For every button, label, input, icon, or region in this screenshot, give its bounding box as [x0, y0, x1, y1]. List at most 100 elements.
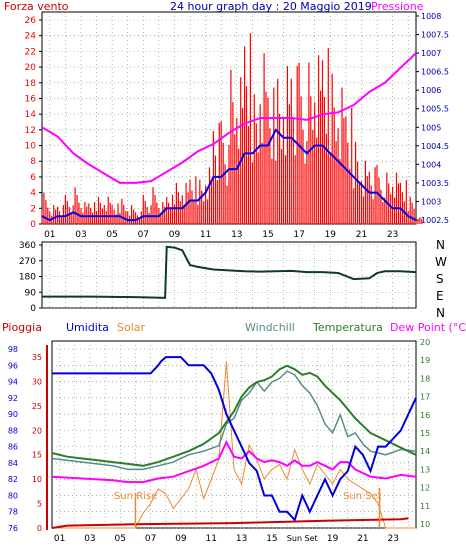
legend-rain: Pioggia — [2, 321, 42, 334]
humidity-y-tick-label: 98 — [8, 345, 18, 354]
humidity-y-tick-label: 88 — [8, 426, 18, 435]
temperature-y-tick-label: 16 — [420, 411, 430, 420]
humidity-y-tick-label: 82 — [8, 475, 18, 484]
direction-y-tick-label: 90 — [25, 288, 37, 298]
rain-y-tick-label: 25 — [32, 402, 42, 411]
dewpoint-series — [51, 439, 417, 484]
humidity-y-tick-label: 92 — [8, 394, 18, 403]
climate-x-tick-label: 05 — [115, 534, 126, 544]
humidity-series — [52, 356, 417, 522]
rain-y-tick-label: 30 — [32, 377, 42, 386]
wind-x-tick-label: 17 — [293, 230, 304, 240]
pressure-y-tick-label: 1005 — [421, 123, 441, 132]
humidity-y-tick-label: 80 — [8, 491, 18, 500]
wind-x-tick-label: 11 — [200, 230, 211, 240]
humidity-y-tick-label: 78 — [8, 508, 18, 517]
rain-y-tick-label: 15 — [32, 451, 42, 460]
direction-panel-axes: 0 90 180 270 360 — [19, 241, 42, 314]
rain-y-tick-label: 10 — [32, 475, 42, 484]
temperature-y-tick-label: 13 — [420, 465, 430, 474]
wind-y-tick-label: 6 — [30, 173, 36, 183]
wind-y-tick-label: 26 — [25, 16, 37, 26]
windchill-series — [51, 370, 417, 471]
climate-x-tick-label: 09 — [175, 534, 187, 544]
temperature-y-tick-label: 20 — [420, 338, 430, 347]
rain-y-tick-label: 0 — [37, 524, 42, 533]
pressure-y-tick-label: 1005.5 — [421, 105, 449, 114]
climate-x-tick-label: 21 — [357, 534, 368, 544]
wind-x-tick-label: 15 — [262, 230, 273, 240]
pressure-y-tick-label: 1003.5 — [421, 179, 449, 188]
solar-series — [52, 361, 416, 529]
climate-x-tick-label: 03 — [84, 534, 95, 544]
climate-panel-axes: 7678808284868890929496980510152025303510… — [8, 338, 430, 544]
humidity-y-tick-label: 76 — [8, 524, 18, 533]
pressure-y-tick-label: 1002.5 — [421, 216, 449, 225]
pressure-series — [41, 52, 417, 184]
pressure-y-tick-label: 1004.5 — [421, 142, 449, 151]
wind-average-series — [41, 128, 417, 222]
humidity-y-tick-label: 94 — [8, 378, 18, 387]
direction-y-tick-label: 270 — [19, 257, 36, 267]
climate-x-tick-label: Sun Set — [287, 534, 318, 543]
direction-label-s: S — [436, 272, 444, 286]
pressure-y-tick-label: 1006.5 — [421, 68, 449, 77]
temperature-y-tick-label: 17 — [420, 393, 430, 402]
climate-x-tick-label: 23 — [388, 534, 399, 544]
wind-x-tick-label: 05 — [106, 230, 117, 240]
wind-panel: 024681012141618202224261002.510031003.51… — [4, 0, 449, 240]
direction-panel: 0 90 180 270 360 N W S E N — [19, 238, 447, 320]
wind-y-tick-label: 0 — [30, 220, 36, 230]
wind-y-tick-label: 24 — [25, 32, 37, 42]
climate-panel: Pioggia Umidita Solar Windchill Temperat… — [2, 321, 466, 544]
wind-speed-label: Forza vento — [4, 0, 69, 13]
pressure-y-tick-label: 1003 — [421, 197, 441, 206]
pressure-label: Pressione — [371, 0, 424, 13]
wind-y-tick-label: 2 — [30, 204, 36, 214]
legend-solar: Solar — [117, 321, 146, 334]
pressure-y-tick-label: 1007 — [421, 49, 441, 58]
wind-x-tick-label: 03 — [75, 230, 86, 240]
humidity-y-tick-label: 86 — [8, 443, 18, 452]
wind-x-tick-label: 13 — [231, 230, 242, 240]
direction-label-n2: N — [436, 306, 445, 320]
climate-x-tick-label: 19 — [327, 534, 339, 544]
sunset-label: Sun Set — [343, 491, 382, 502]
wind-y-tick-label: 12 — [25, 126, 36, 136]
wind-x-tick-label: 21 — [356, 230, 367, 240]
direction-y-tick-label: 0 — [30, 304, 36, 314]
wind-panel-axes: 024681012141618202224261002.510031003.51… — [25, 12, 449, 240]
pressure-y-tick-label: 1007.5 — [421, 31, 449, 40]
climate-x-tick-label: 01 — [54, 534, 65, 544]
rain-y-tick-label: 35 — [32, 353, 42, 362]
climate-x-tick-label: 07 — [145, 534, 156, 544]
pressure-y-tick-label: 1008 — [421, 12, 441, 21]
direction-label-w: W — [435, 255, 447, 269]
wind-x-tick-label: 07 — [138, 230, 149, 240]
wind-y-tick-label: 16 — [25, 94, 37, 104]
direction-y-tick-label: 360 — [19, 241, 36, 251]
chart-title: 24 hour graph day : 20 Maggio 2019 — [170, 0, 372, 13]
rain-y-tick-label: 20 — [32, 426, 42, 435]
humidity-y-tick-label: 96 — [8, 361, 18, 370]
direction-panel-grid — [42, 242, 416, 309]
wind-y-tick-label: 18 — [25, 79, 37, 89]
wind-panel-data — [41, 33, 423, 224]
temperature-y-tick-label: 14 — [420, 447, 430, 456]
sunrise-label: Sun Rise — [114, 491, 157, 502]
legend-dewpoint: Dew Point (°C) — [390, 321, 466, 334]
wind-y-tick-label: 20 — [25, 63, 37, 73]
rain-y-tick-label: 5 — [37, 500, 42, 509]
rain-series — [51, 517, 409, 529]
direction-panel-data — [42, 245, 417, 299]
wind-y-tick-label: 10 — [25, 142, 37, 152]
temperature-series — [51, 364, 417, 467]
wind-x-tick-label: 01 — [44, 230, 55, 240]
climate-x-tick-label: 11 — [206, 534, 217, 544]
direction-label-n: N — [436, 238, 445, 252]
wind-y-tick-label: 4 — [30, 189, 36, 199]
direction-label-e: E — [436, 289, 444, 303]
